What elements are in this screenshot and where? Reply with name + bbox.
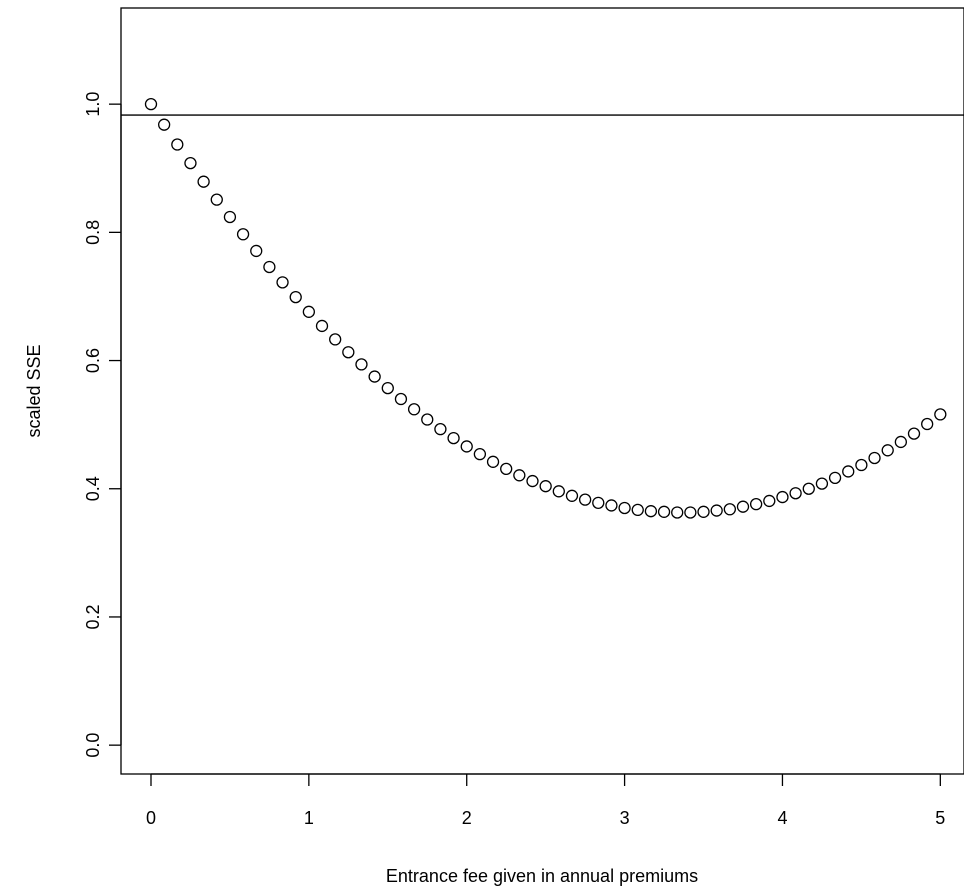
y-tick-label: 0.0 [83,733,103,758]
data-point [539,480,552,493]
data-point [631,503,644,517]
data-point [723,503,736,516]
data-point [421,413,434,426]
data-point [355,358,368,371]
data-point [776,490,789,504]
data-point [592,496,605,510]
x-tick-label: 2 [462,808,472,828]
y-tick-label: 0.6 [83,348,103,373]
x-tick-label: 4 [777,808,787,828]
y-axis-label: scaled SSE [24,344,44,437]
data-point [605,499,618,512]
x-tick-label: 5 [935,808,945,828]
data-point [447,431,460,445]
data-point [434,422,447,436]
data-point [500,462,513,476]
data-point [184,156,197,170]
data-point [671,506,684,519]
data-point [657,505,671,518]
data-point [749,497,763,511]
data-point [302,305,316,318]
data-point [934,408,947,421]
x-tick-label: 0 [146,808,156,828]
data-point [802,482,815,495]
data-point [486,455,500,468]
data-point [855,458,868,472]
data-point [815,477,829,490]
data-point [513,469,526,482]
x-axis-label: Entrance fee given in annual premiums [386,866,698,886]
data-point [407,403,421,416]
data-point [552,485,565,498]
data-point [921,417,934,431]
data-point [276,276,289,289]
data-point [342,346,355,359]
data-point [144,98,158,111]
data-point [263,260,276,274]
y-tick-label: 0.2 [83,604,103,629]
data-point [828,471,842,485]
y-tick-label: 0.4 [83,476,103,501]
data-point [684,506,697,519]
x-axis: 0 1 2 3 4 5 [146,773,945,828]
x-tick-label: 1 [304,808,314,828]
data-points [144,98,947,519]
plot-frame [120,7,964,775]
data-point [881,444,894,457]
y-axis: 0.0 0.2 0.4 0.6 0.8 1.0 [83,92,122,758]
data-point [894,435,908,449]
data-point [868,451,881,465]
data-point [907,427,921,440]
y-tick-label: 1.0 [83,92,103,117]
y-tick-label: 0.8 [83,220,103,245]
data-point [157,118,171,131]
data-point [250,244,263,258]
data-point [789,487,802,500]
data-point [171,138,184,151]
data-point [578,493,592,506]
data-point [763,494,776,508]
data-point [644,505,658,518]
data-point [565,489,579,502]
data-point [710,504,723,517]
data-point [197,175,210,188]
data-point [329,333,342,346]
data-point [842,465,855,478]
data-point [368,370,381,383]
data-point [526,474,539,488]
data-point [618,501,631,515]
data-point [289,290,302,304]
data-point [473,447,487,461]
data-point [223,210,237,224]
data-point [236,228,250,241]
data-point [315,319,329,333]
data-point [381,381,394,395]
data-point [460,440,473,453]
data-point [736,500,750,513]
data-point [394,392,408,406]
data-point [697,505,710,518]
data-point [210,193,223,206]
x-tick-label: 3 [620,808,630,828]
